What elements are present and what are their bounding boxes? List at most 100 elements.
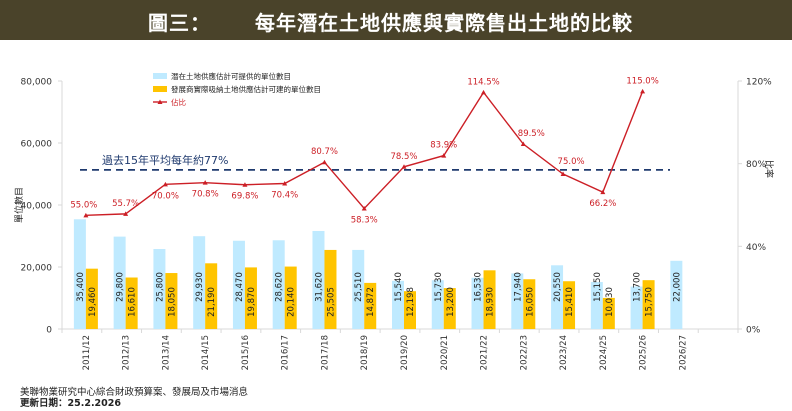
ratio-label: 70.0% [152,191,179,201]
x-tick-label: 2015/16 [241,335,251,370]
ratio-marker [361,206,367,211]
bar-label-potential: 28,620 [275,272,285,302]
ratio-label: 58.3% [351,216,378,226]
legend-label-potential: 潛在土地供應估計可提供的單位數目 [171,71,291,81]
bar-potential-supply [630,286,643,329]
ratio-label: 80.7% [311,147,338,157]
legend-label-actual: 發展商實際吸納土地供應估計可建的單位數目 [171,84,321,94]
bar-potential-supply [193,236,206,329]
bar-label-potential: 29,800 [116,272,126,302]
bar-label-potential: 22,000 [672,272,682,302]
y-tick-label: 60,000 [21,140,53,150]
ratio-label: 115.0% [626,76,658,86]
x-tick-label: 2011/12 [82,335,92,370]
bar-label-actual: 19,870 [247,287,257,317]
ratio-marker [242,182,248,187]
bar-label-actual: 15,410 [565,287,575,317]
bar-actual-absorbed [563,281,576,329]
ratio-label: 78.5% [390,152,417,162]
bar-label-potential: 16,530 [474,272,484,302]
ratio-label: 70.4% [271,191,298,201]
x-tick-label: 2020/21 [440,335,450,370]
x-tick-label: 2023/24 [559,335,569,370]
bar-label-actual: 19,460 [88,287,98,317]
bar-potential-supply [272,240,285,329]
ratio-marker [401,164,407,169]
ratio-label: 89.5% [518,129,545,139]
ratio-label: 55.7% [112,199,139,209]
bar-label-potential: 35,400 [76,272,86,302]
bar-label-potential: 13,700 [633,272,643,302]
bar-potential-supply [153,249,166,329]
bar-label-actual: 13,200 [446,287,456,317]
bar-actual-absorbed [324,249,337,329]
bar-label-potential: 29,930 [195,272,205,302]
ratio-label: 70.8% [192,190,219,200]
figure-number: 圖三： [148,11,211,35]
y-tick-label: 80,000 [21,78,53,88]
bar-actual-absorbed [602,297,615,329]
bar-label-actual: 16,050 [525,287,535,317]
legend-label-ratio: 佔比 [171,97,186,107]
bar-potential-supply [352,249,365,329]
update-date: 更新日期：25.2.2026 [20,398,121,409]
x-tick-label: 2017/18 [320,335,330,370]
ratio-marker [640,88,646,94]
bar-label-actual: 14,872 [366,287,376,317]
x-tick-label: 2024/25 [599,335,609,370]
x-tick-label: 2012/13 [122,335,132,370]
bar-actual-absorbed [642,280,655,329]
legend-swatch-potential [153,73,167,79]
y-tick-label: 40,000 [21,202,53,212]
y-tick-label: 20,000 [21,264,53,274]
ratio-label: 83.9% [430,141,457,151]
ratio-label: 55.0% [70,200,97,210]
ratio-marker [600,189,606,195]
bar-actual-absorbed [523,279,536,329]
ratio-marker [520,141,526,147]
y2-tick-label: 120% [746,78,772,88]
y-tick-label: 0 [46,326,52,336]
bar-actual-absorbed [364,282,377,329]
bar-potential-supply [232,240,245,329]
bar-label-potential: 15,540 [394,272,404,302]
bar-actual-absorbed [165,273,178,329]
bar-actual-absorbed [205,263,218,329]
ratio-marker [441,153,447,158]
x-tick-label: 2022/23 [519,335,529,370]
ratio-marker [560,171,566,176]
bar-label-actual: 18,050 [167,287,177,317]
bar-actual-absorbed [244,267,257,329]
bar-label-potential: 25,510 [354,272,364,302]
source-note: 美聯物業研究中心綜合財政預算案、發展局及市場消息 [20,387,249,398]
x-tick-label: 2019/20 [400,335,410,370]
bar-label-potential: 28,470 [235,272,245,302]
bar-potential-supply [590,282,603,329]
bar-actual-absorbed [125,277,138,329]
x-tick-label: 2013/14 [161,335,171,370]
x-tick-label: 2025/26 [639,335,649,370]
bar-label-actual: 15,750 [645,287,655,317]
ratio-marker [282,181,288,186]
legend-swatch-actual [153,86,167,92]
legend-marker-ratio [157,99,163,104]
ratio-marker [83,212,89,218]
average-line-label: 過去15年平均每年約77% [102,153,228,167]
ratio-marker [162,181,168,187]
bar-potential-supply [551,265,564,329]
bar-label-potential: 25,800 [155,272,165,302]
y2-tick-label: 40% [746,243,766,253]
bar-potential-supply [471,277,484,329]
bar-potential-supply [312,230,325,329]
bar-label-actual: 20,140 [287,287,297,317]
ratio-marker [123,211,129,216]
bar-potential-supply [511,273,524,329]
chart: 0 20,000 40,000 60,000 80,000 0% 40% 80% 120% 單位數… [13,71,775,370]
bar-potential-supply [392,280,404,329]
ratio-label: 66.2% [589,199,616,209]
bar-label-actual: 25,505 [326,287,336,317]
title-bar: 圖三： 每年潛在土地供應與實際售出土地的比較 [0,0,792,40]
bar-potential-supply [670,260,683,329]
bar-label-potential: 20,550 [553,272,563,302]
